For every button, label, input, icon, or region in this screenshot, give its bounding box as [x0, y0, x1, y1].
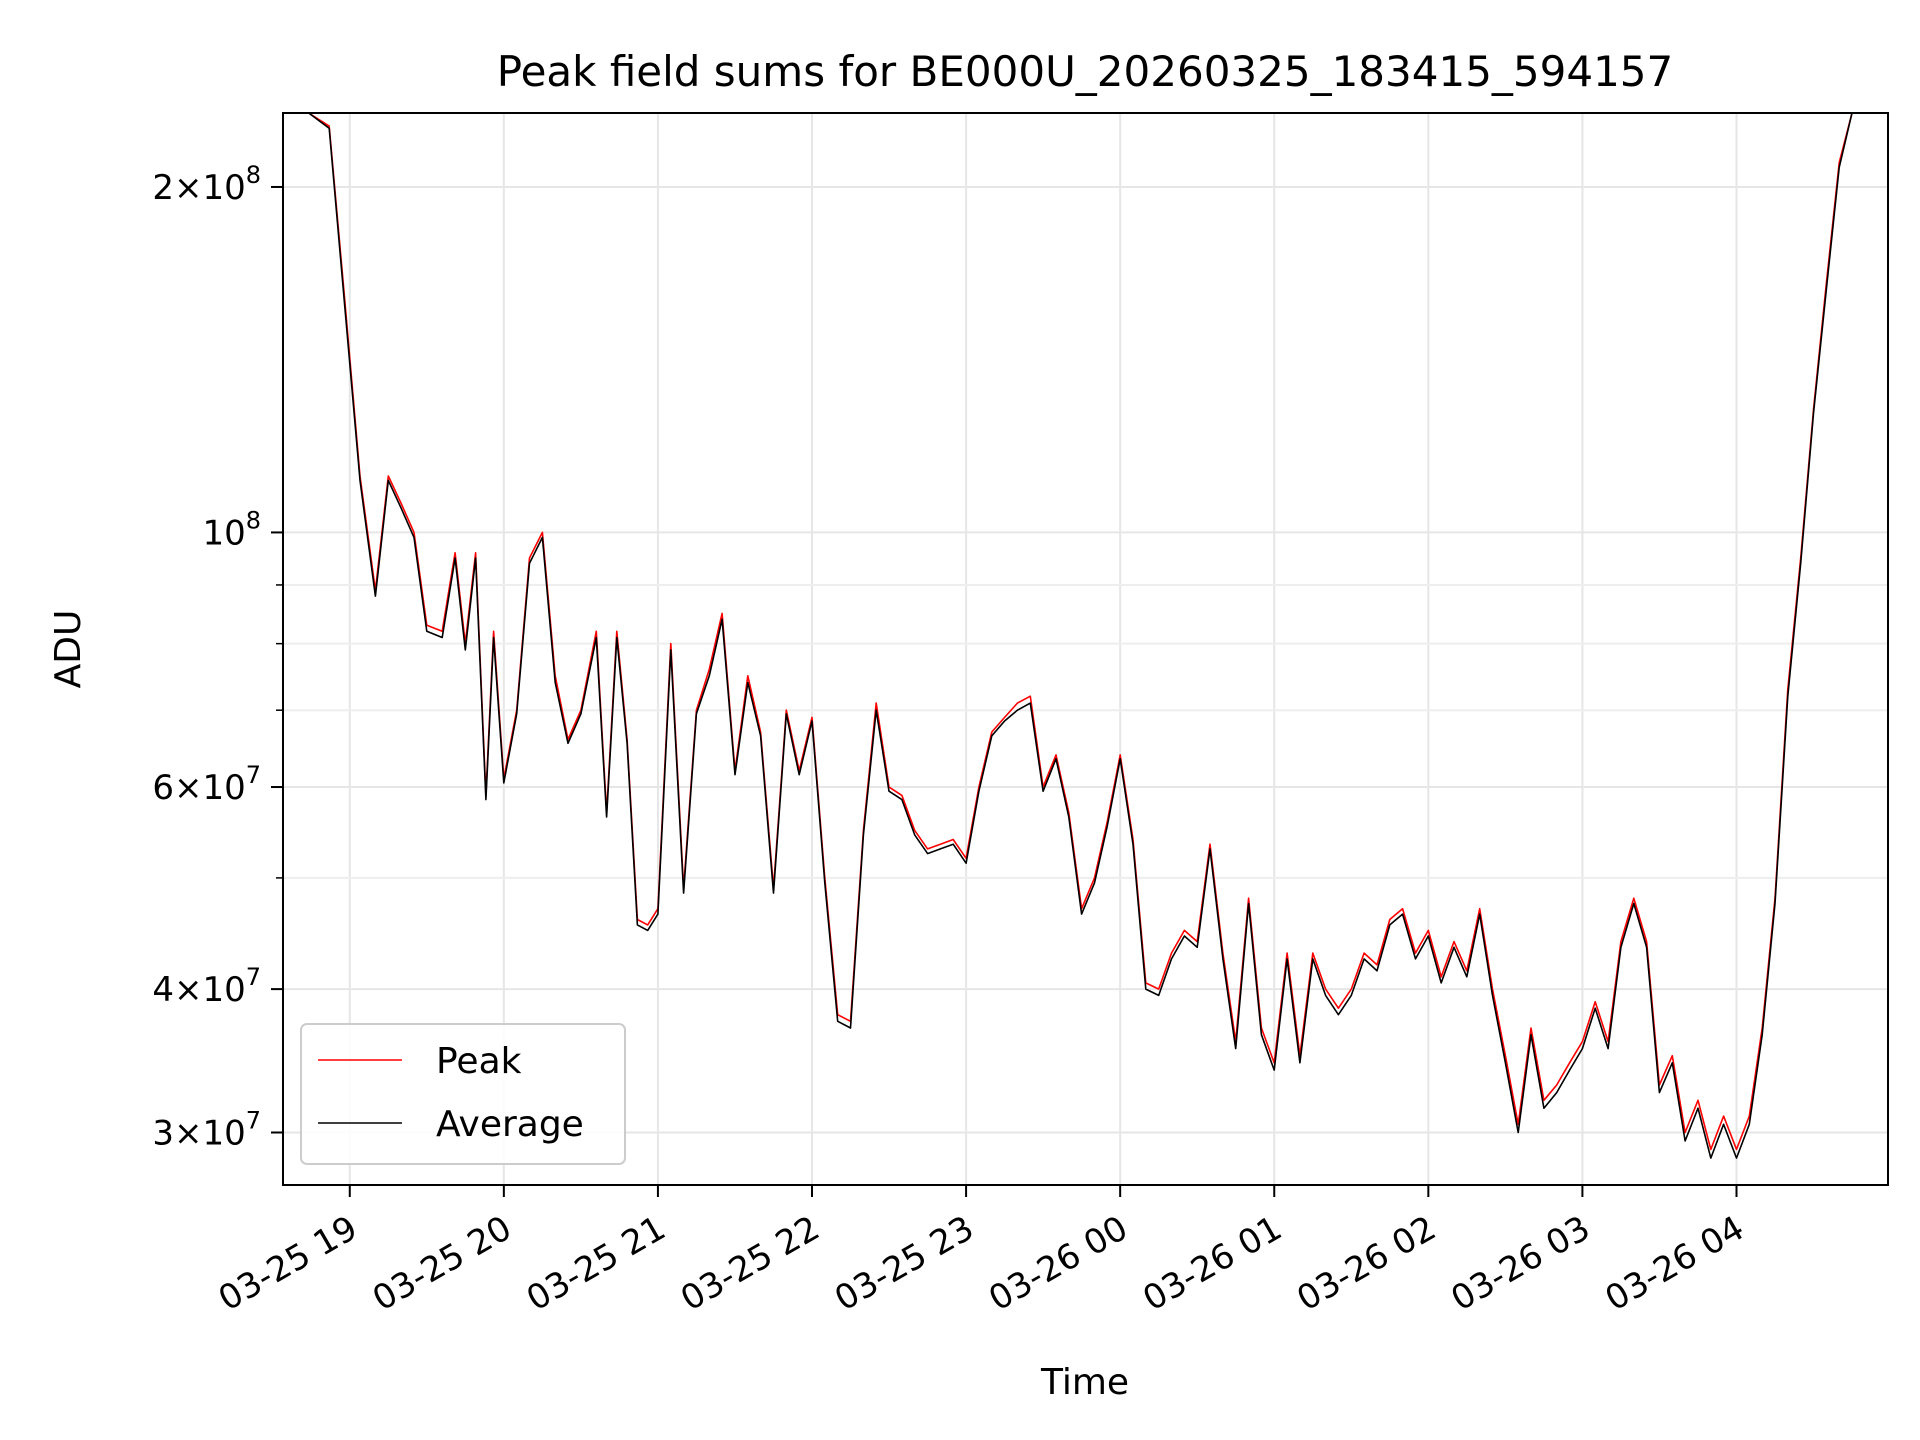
y-tick-label: 3×107 — [152, 1106, 261, 1153]
y-tick-label: 108 — [202, 506, 261, 553]
grid — [283, 113, 1888, 1185]
chart-title: Peak field sums for BE000U_20260325_1834… — [497, 47, 1674, 96]
legend-label-average: Average — [436, 1104, 584, 1145]
series-line-peak — [283, 112, 1853, 1151]
legend-label-peak: Peak — [436, 1041, 522, 1082]
y-axis: 3×107 4×107 6×107 108 2×108 — [152, 161, 283, 1153]
y-tick-label: 2×108 — [152, 161, 261, 208]
series-line-average — [283, 112, 1853, 1159]
y-tick-label: 6×107 — [152, 761, 261, 808]
x-axis-label: Time — [1040, 1362, 1129, 1403]
series-layer — [283, 112, 1853, 1159]
legend-box — [300, 1023, 626, 1165]
y-axis-label: ADU — [48, 610, 89, 689]
plot-frame — [282, 112, 1889, 1186]
y-tick-label: 4×107 — [152, 963, 261, 1010]
legend: Peak Average — [300, 1023, 626, 1165]
